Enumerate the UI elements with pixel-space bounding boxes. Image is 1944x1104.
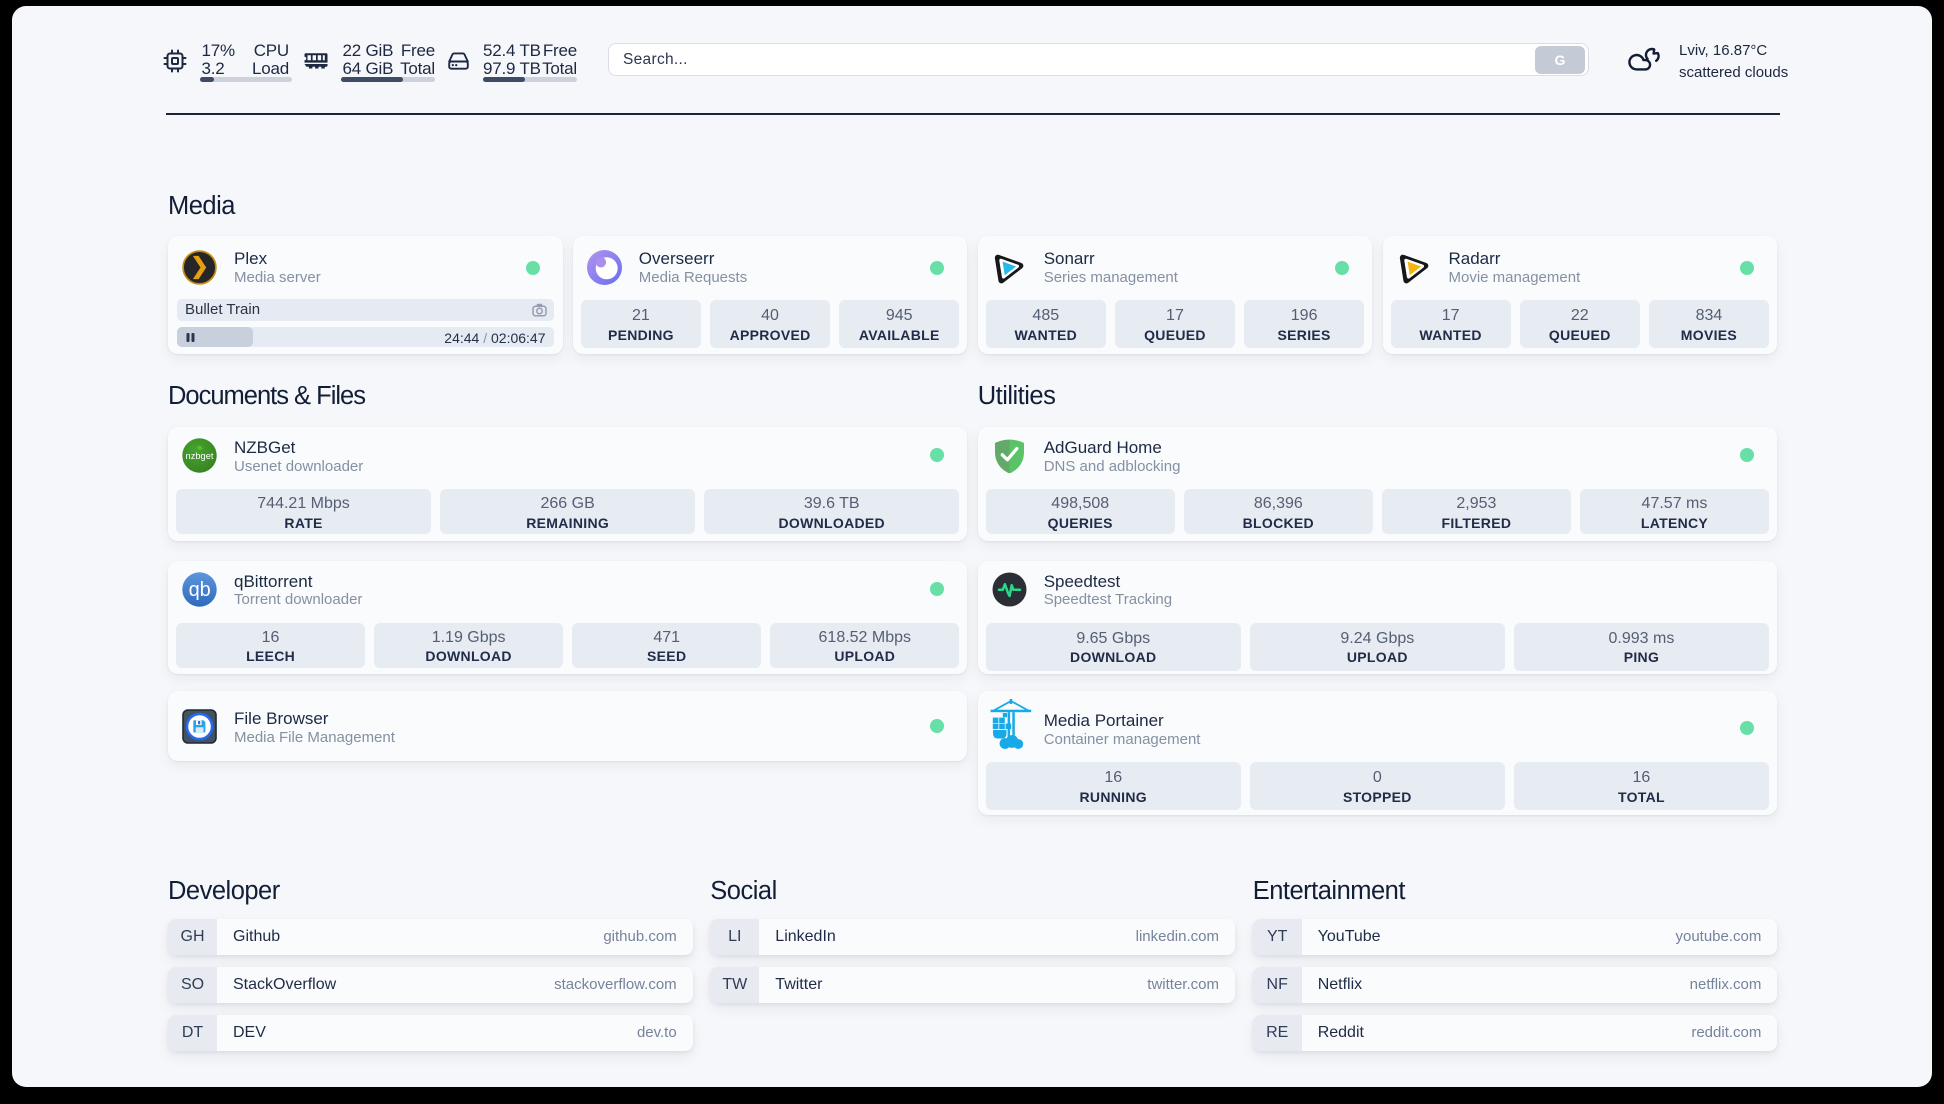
- svg-text:nzbget: nzbget: [186, 451, 214, 461]
- svg-text:qb: qb: [189, 579, 211, 601]
